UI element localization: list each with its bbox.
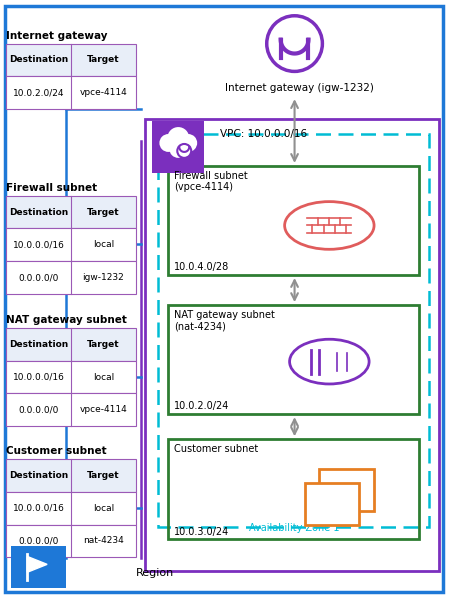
- Text: Destination: Destination: [9, 340, 68, 349]
- Polygon shape: [27, 556, 47, 572]
- Text: Target: Target: [87, 471, 119, 480]
- Bar: [145, 119, 439, 571]
- Text: vpce-4114: vpce-4114: [79, 406, 127, 415]
- Text: 0.0.0.0/0: 0.0.0.0/0: [18, 273, 59, 282]
- Text: Destination: Destination: [9, 471, 68, 480]
- Text: NAT gateway subnet
(nat-4234): NAT gateway subnet (nat-4234): [174, 310, 275, 331]
- Bar: [168, 305, 419, 415]
- Text: 10.0.2.0/24: 10.0.2.0/24: [13, 88, 64, 97]
- Text: Destination: Destination: [9, 207, 68, 217]
- Bar: [6, 77, 136, 109]
- Circle shape: [167, 127, 189, 149]
- Text: Internet gateway: Internet gateway: [6, 31, 108, 41]
- Text: 0.0.0.0/0: 0.0.0.0/0: [18, 406, 59, 415]
- Bar: [11, 546, 66, 588]
- Text: Availability Zone 1: Availability Zone 1: [249, 522, 340, 533]
- Text: local: local: [92, 373, 114, 382]
- Bar: [319, 469, 374, 511]
- Text: Destination: Destination: [9, 56, 68, 65]
- Text: Customer subnet: Customer subnet: [174, 444, 259, 454]
- Bar: [158, 134, 429, 527]
- Text: 10.0.2.0/24: 10.0.2.0/24: [174, 401, 230, 412]
- Text: 10.0.3.0/24: 10.0.3.0/24: [174, 527, 229, 537]
- Text: 10.0.0.0/16: 10.0.0.0/16: [13, 240, 65, 249]
- Circle shape: [179, 134, 197, 152]
- Text: Target: Target: [87, 207, 119, 217]
- Bar: [6, 459, 136, 492]
- Circle shape: [159, 134, 177, 152]
- Bar: [6, 394, 136, 426]
- Text: Firewall subnet
(vpce-4114): Firewall subnet (vpce-4114): [174, 171, 248, 192]
- Text: VPC: 10.0.0.0/16: VPC: 10.0.0.0/16: [220, 129, 307, 139]
- Text: vpce-4114: vpce-4114: [79, 88, 127, 97]
- Text: 10.0.4.0/28: 10.0.4.0/28: [174, 262, 229, 272]
- Text: Internet gateway (igw-1232): Internet gateway (igw-1232): [225, 83, 374, 93]
- Text: 10.0.0.0/16: 10.0.0.0/16: [13, 373, 65, 382]
- Bar: [6, 228, 136, 261]
- Text: 10.0.0.0/16: 10.0.0.0/16: [13, 504, 65, 513]
- Bar: [168, 439, 419, 539]
- Text: Target: Target: [87, 340, 119, 349]
- Bar: [6, 492, 136, 525]
- Circle shape: [169, 140, 187, 158]
- Bar: [6, 525, 136, 558]
- Text: nat-4234: nat-4234: [83, 537, 123, 546]
- Bar: [6, 361, 136, 394]
- Circle shape: [177, 144, 191, 158]
- Ellipse shape: [285, 202, 374, 249]
- Text: Firewall subnet: Firewall subnet: [6, 183, 97, 193]
- Text: NAT gateway subnet: NAT gateway subnet: [6, 315, 127, 325]
- Text: Customer subnet: Customer subnet: [6, 446, 107, 456]
- Text: Target: Target: [87, 56, 119, 65]
- Bar: [304, 483, 359, 525]
- Bar: [6, 196, 136, 228]
- Bar: [6, 44, 136, 77]
- Circle shape: [267, 16, 322, 71]
- Text: local: local: [92, 240, 114, 249]
- Ellipse shape: [290, 339, 369, 384]
- Text: local: local: [92, 504, 114, 513]
- Text: Region: Region: [136, 568, 174, 578]
- Text: igw-1232: igw-1232: [82, 273, 124, 282]
- Bar: [6, 328, 136, 361]
- Bar: [6, 261, 136, 294]
- Bar: [168, 166, 419, 275]
- Text: 0.0.0.0/0: 0.0.0.0/0: [18, 537, 59, 546]
- Bar: [153, 121, 204, 173]
